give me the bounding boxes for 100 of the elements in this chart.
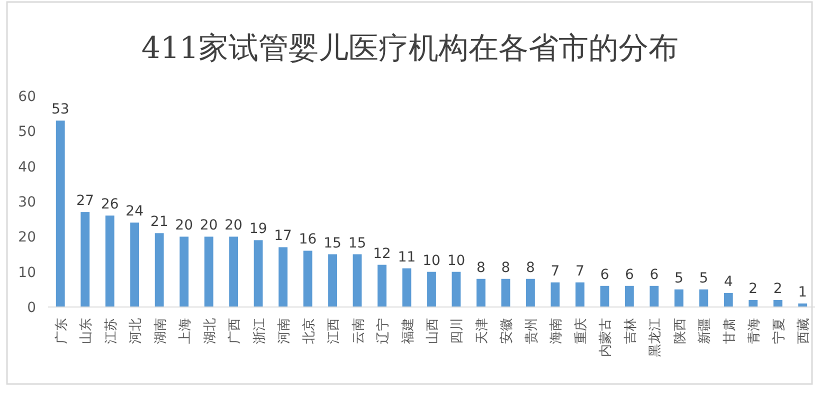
data-label: 20 bbox=[175, 218, 193, 234]
x-tick-label: 宁夏 bbox=[770, 318, 787, 344]
data-label: 16 bbox=[298, 232, 317, 248]
x-tick-label: 辽宁 bbox=[375, 318, 392, 344]
x-tick-label: 海南 bbox=[549, 318, 564, 344]
x-tick-label: 黑龙江 bbox=[648, 318, 664, 357]
data-label: 20 bbox=[224, 218, 242, 234]
x-tick-label: 北京 bbox=[302, 318, 317, 344]
bar bbox=[699, 289, 708, 307]
bar bbox=[328, 254, 337, 307]
x-tick-label: 重庆 bbox=[574, 318, 589, 344]
data-label: 2 bbox=[748, 280, 758, 297]
bar bbox=[303, 250, 312, 307]
data-label: 8 bbox=[501, 260, 510, 276]
bar bbox=[576, 282, 584, 307]
data-label: 10 bbox=[422, 252, 440, 269]
data-label: 20 bbox=[200, 218, 218, 234]
x-tick-label: 贵州 bbox=[524, 318, 540, 344]
x-tick-label: 福建 bbox=[400, 318, 416, 344]
data-label: 1 bbox=[798, 284, 808, 300]
bar bbox=[773, 300, 782, 307]
bar bbox=[427, 272, 436, 307]
x-tick-label: 西藏 bbox=[796, 318, 812, 344]
bar bbox=[378, 264, 386, 307]
bar bbox=[526, 278, 535, 307]
bar bbox=[229, 236, 238, 307]
bar bbox=[501, 278, 510, 307]
data-label: 17 bbox=[274, 228, 292, 244]
x-tick-label: 上海 bbox=[178, 318, 194, 344]
bar bbox=[674, 289, 684, 307]
x-tick-label: 四川 bbox=[450, 318, 466, 344]
data-label: 8 bbox=[526, 260, 535, 276]
data-label: 7 bbox=[550, 263, 560, 280]
bar bbox=[452, 272, 461, 307]
y-tick-label: 30 bbox=[18, 194, 36, 210]
data-label: 4 bbox=[724, 274, 733, 290]
x-tick-label: 江苏 bbox=[104, 318, 119, 344]
data-label: 15 bbox=[324, 235, 342, 252]
bar bbox=[402, 268, 412, 307]
x-tick-label: 江西 bbox=[326, 318, 342, 344]
bar bbox=[204, 236, 214, 307]
x-tick-label: 浙江 bbox=[252, 318, 268, 344]
data-label: 5 bbox=[699, 270, 708, 286]
data-label: 6 bbox=[600, 266, 610, 283]
data-label: 6 bbox=[650, 266, 659, 283]
data-label: 8 bbox=[476, 260, 486, 276]
bar bbox=[748, 300, 758, 307]
x-tick-label: 陕西 bbox=[672, 318, 688, 344]
data-label: 53 bbox=[51, 102, 70, 118]
bar bbox=[130, 222, 140, 307]
bar bbox=[352, 254, 362, 307]
x-tick-label: 天津 bbox=[474, 318, 490, 344]
y-tick-label: 40 bbox=[18, 159, 36, 176]
bar bbox=[278, 247, 288, 307]
x-tick-label: 山西 bbox=[426, 318, 440, 344]
data-label: 6 bbox=[624, 266, 634, 283]
data-label: 10 bbox=[447, 252, 466, 269]
data-label: 11 bbox=[398, 249, 416, 266]
x-tick-label: 河南 bbox=[277, 318, 292, 344]
x-tick-label: 湖南 bbox=[153, 318, 168, 344]
x-tick-label: 湖北 bbox=[202, 318, 218, 344]
x-tick-label: 内蒙古 bbox=[598, 318, 614, 357]
chart-title: 411家试管婴儿医疗机构在各省市的分布 bbox=[141, 31, 679, 66]
x-tick-label: 广西 bbox=[228, 318, 243, 344]
x-tick-label: 吉林 bbox=[623, 318, 638, 344]
x-tick-label: 安徽 bbox=[498, 318, 515, 344]
y-tick-label: 60 bbox=[18, 89, 36, 105]
data-label: 27 bbox=[76, 193, 94, 210]
y-tick-label: 10 bbox=[18, 264, 36, 281]
bar bbox=[550, 282, 560, 307]
data-label: 19 bbox=[249, 221, 268, 238]
x-tick-label: 山东 bbox=[79, 318, 94, 344]
data-label: 7 bbox=[575, 263, 584, 280]
bar bbox=[600, 286, 610, 307]
x-tick-label: 云南 bbox=[351, 318, 366, 344]
bar bbox=[56, 120, 65, 307]
bar bbox=[724, 292, 733, 307]
y-tick-label: 20 bbox=[18, 230, 36, 246]
y-tick-label: 50 bbox=[18, 124, 36, 140]
x-tick-label: 甘肃 bbox=[722, 318, 738, 344]
bar bbox=[650, 286, 659, 307]
x-tick-label: 广东 bbox=[54, 318, 70, 344]
data-label: 24 bbox=[126, 204, 144, 220]
x-tick-label: 新疆 bbox=[698, 318, 713, 344]
bar bbox=[80, 212, 90, 307]
y-tick-label: 0 bbox=[27, 300, 36, 316]
data-label: 2 bbox=[773, 280, 782, 297]
data-label: 5 bbox=[674, 270, 684, 286]
bar bbox=[180, 236, 189, 307]
data-label: 15 bbox=[348, 235, 366, 252]
bar bbox=[624, 286, 634, 307]
data-label: 26 bbox=[100, 196, 119, 213]
data-label: 21 bbox=[150, 214, 168, 230]
x-tick-label: 河北 bbox=[128, 318, 144, 344]
x-tick-label: 青海 bbox=[747, 318, 762, 344]
data-label: 12 bbox=[373, 246, 391, 262]
bar bbox=[476, 278, 486, 307]
bar bbox=[154, 233, 164, 307]
bar bbox=[254, 240, 263, 307]
bar bbox=[105, 216, 114, 307]
